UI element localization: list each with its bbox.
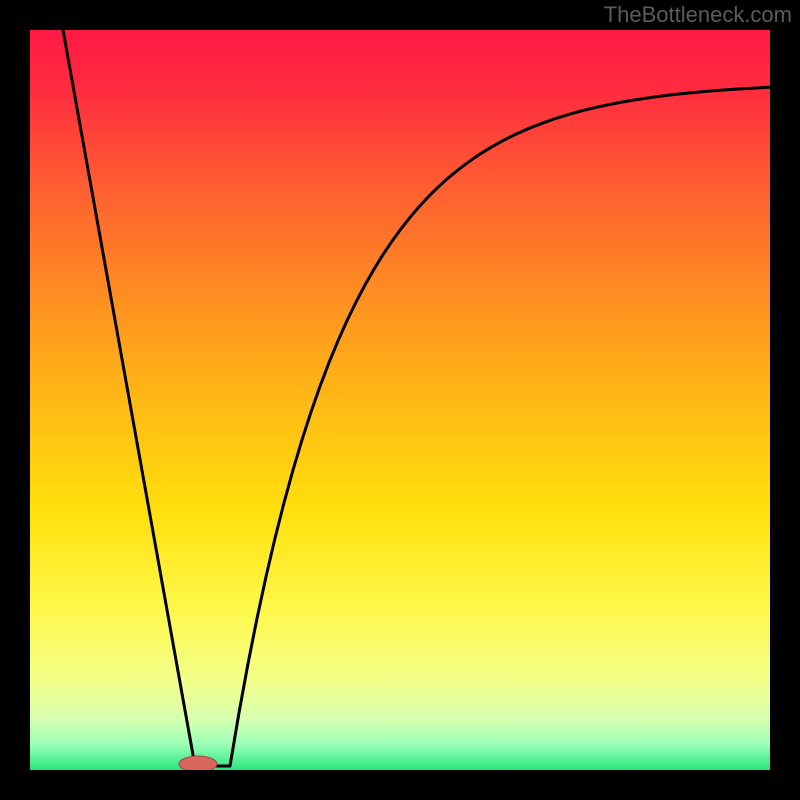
- bottleneck-chart: [0, 0, 800, 800]
- chart-container: TheBottleneck.com: [0, 0, 800, 800]
- optimal-marker: [179, 756, 217, 772]
- watermark-text: TheBottleneck.com: [604, 2, 792, 28]
- gradient-background: [30, 30, 770, 770]
